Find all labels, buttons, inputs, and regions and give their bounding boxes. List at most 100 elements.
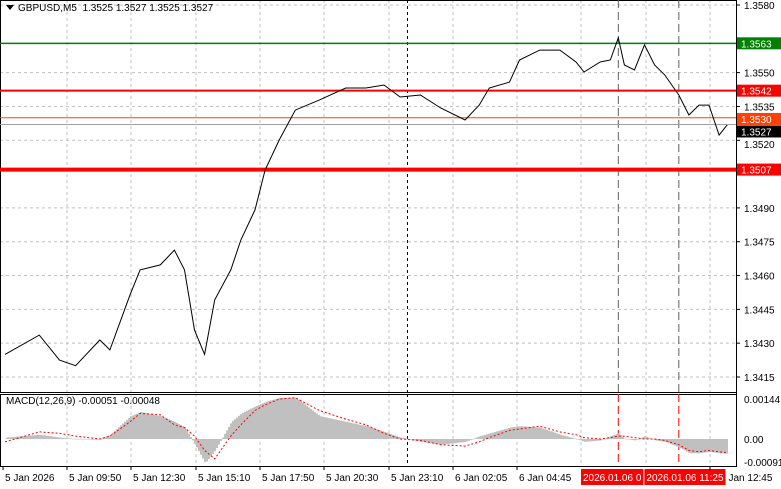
macd-histogram-bar	[688, 439, 690, 453]
macd-histogram-bar	[330, 418, 332, 439]
time-axis-label: 5 Jan 2026	[5, 473, 55, 484]
macd-histogram-bar	[274, 399, 276, 439]
macd-histogram-bar	[388, 433, 390, 439]
macd-histogram-bar	[572, 437, 574, 439]
time-marker-tag	[581, 469, 644, 485]
macd-histogram-bar	[262, 403, 264, 439]
macd-histogram-bar	[168, 419, 170, 439]
macd-histogram-bar	[418, 439, 420, 442]
macd-histogram-bar	[648, 437, 650, 439]
macd-histogram-bar	[600, 439, 602, 441]
macd-histogram-bar	[390, 433, 392, 439]
macd-histogram-bar	[154, 414, 156, 439]
price-line	[4, 36, 728, 367]
macd-histogram-bar	[298, 399, 300, 439]
macd-histogram-bar	[596, 439, 598, 441]
macd-histogram-bar	[110, 434, 112, 439]
macd-histogram-bar	[400, 437, 402, 439]
macd-histogram-bar	[706, 439, 708, 453]
macd-histogram-bar	[180, 425, 182, 439]
macd-histogram-bar	[638, 438, 640, 440]
macd-histogram-bar	[102, 438, 104, 439]
macd-histogram-bar	[36, 434, 38, 439]
macd-values: -0.00051 -0.00048	[78, 396, 160, 407]
macd-histogram-bar	[426, 439, 428, 443]
macd-histogram-bar	[472, 439, 474, 440]
macd-histogram-bar	[406, 438, 408, 440]
macd-histogram-bar	[66, 438, 68, 439]
macd-histogram-bar	[306, 405, 308, 439]
ohlc-values: 1.3525 1.3527 1.3525 1.3527	[82, 3, 214, 14]
macd-histogram-bar	[70, 438, 72, 440]
macd-histogram-bar	[402, 437, 404, 439]
macd-histogram-bar	[92, 439, 94, 440]
macd-histogram-bar	[414, 439, 416, 441]
macd-histogram-bar	[46, 435, 48, 439]
macd-histogram-bar	[300, 401, 302, 439]
macd-histogram-bar	[560, 434, 562, 439]
macd-histogram-bar	[562, 435, 564, 439]
macd-histogram-bar	[580, 439, 582, 441]
macd-histogram-bar	[226, 430, 228, 439]
macd-histogram-bar	[498, 430, 500, 439]
macd-histogram-bar	[236, 417, 238, 439]
time-axis-label: 5 Jan 12:30	[133, 473, 186, 484]
macd-histogram-bar	[74, 438, 76, 440]
macd-histogram-bar	[268, 401, 270, 439]
macd-histogram-bar	[304, 404, 306, 439]
macd-histogram-bar	[68, 438, 70, 439]
macd-histogram-bar	[370, 427, 372, 439]
macd-axis-label: 0.00144	[744, 395, 781, 406]
macd-histogram-bar	[206, 439, 208, 462]
price-level-tag	[737, 163, 781, 176]
macd-histogram-bar	[398, 436, 400, 439]
macd-histogram-bar	[364, 425, 366, 439]
macd-histogram-bar	[322, 416, 324, 439]
price-level-label: 1.3542	[741, 87, 772, 98]
macd-histogram-bar	[116, 429, 118, 439]
macd-histogram-bar	[172, 420, 174, 439]
macd-histogram-bar	[546, 429, 548, 439]
macd-histogram-bar	[404, 438, 406, 439]
macd-histogram-bar	[690, 439, 692, 454]
macd-histogram-bar	[528, 426, 530, 439]
macd-histogram-bar	[308, 407, 310, 439]
macd-histogram-bar	[56, 437, 58, 439]
macd-histogram-bar	[140, 411, 142, 439]
macd-histogram-bar	[582, 439, 584, 442]
macd-histogram-bar	[344, 421, 346, 439]
macd-histogram-bar	[218, 439, 220, 445]
macd-histogram-bar	[626, 439, 628, 440]
macd-histogram-bar	[136, 413, 138, 439]
macd-histogram-bar	[462, 439, 464, 443]
macd-histogram-bar	[500, 430, 502, 439]
macd-histogram-bar	[194, 439, 196, 444]
macd-histogram-bar	[170, 420, 172, 439]
macd-histogram-bar	[438, 439, 440, 445]
macd-histogram-bar	[590, 439, 592, 442]
macd-histogram-bar	[132, 415, 134, 439]
macd-histogram-bar	[532, 427, 534, 439]
macd-axis-label: 0.00	[744, 435, 764, 446]
macd-histogram-bar	[440, 439, 442, 445]
macd-title: MACD(12,26,9) -0.00051 -0.00048	[6, 396, 160, 407]
macd-histogram-bar	[174, 421, 176, 439]
macd-histogram-bar	[594, 439, 596, 441]
macd-histogram-bar	[38, 434, 40, 439]
macd-histogram-bar	[72, 438, 74, 440]
macd-histogram-bar	[722, 439, 724, 454]
macd-histogram-bar	[358, 424, 360, 439]
macd-histogram-bar	[228, 426, 230, 439]
macd-histogram-bar	[516, 426, 518, 439]
macd-histogram-bar	[296, 398, 298, 439]
dropdown-triangle-icon[interactable]	[6, 5, 14, 10]
macd-histogram-bar	[674, 439, 676, 446]
macd-histogram-bar	[628, 439, 630, 440]
macd-histogram-bar	[484, 434, 486, 439]
price-axis-label: 1.3445	[744, 305, 775, 316]
macd-histogram-bar	[10, 437, 12, 439]
macd-histogram-bar	[192, 439, 194, 441]
macd-histogram-bar	[186, 430, 188, 439]
macd-histogram-bar	[466, 439, 468, 442]
